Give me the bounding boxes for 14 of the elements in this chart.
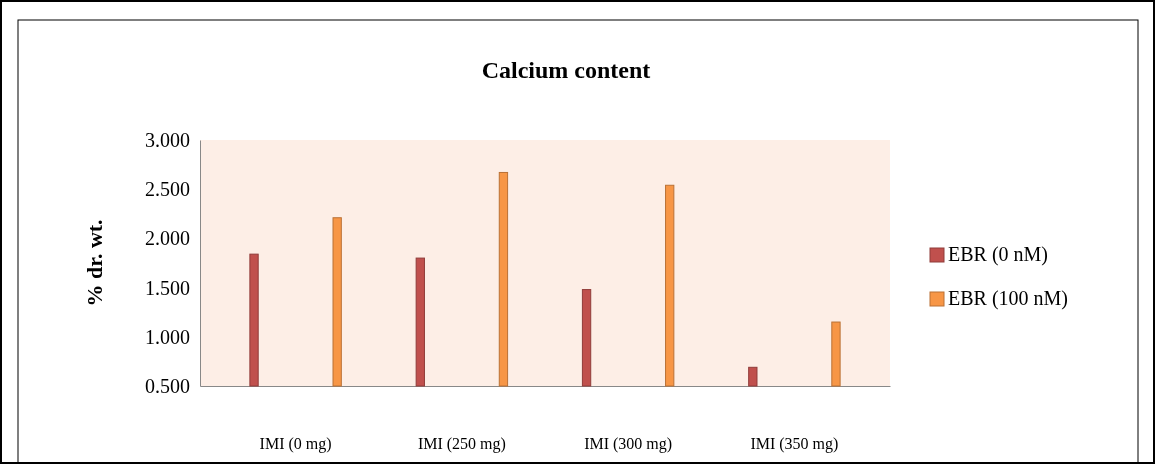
- y-tick-label: 1.500: [145, 276, 190, 299]
- y-tick-label: 1.000: [145, 325, 190, 348]
- chart-title: Calcium content: [481, 57, 651, 83]
- x-tick-label: IMI (250 mg): [417, 435, 506, 454]
- legend-label: EBR (0 nM): [948, 243, 1048, 266]
- y-tick-label: 3.000: [145, 128, 190, 151]
- x-tick-label: IMI (300 mg): [584, 435, 673, 454]
- y-tick-label: 0.500: [145, 374, 190, 397]
- y-tick-label: 2.000: [145, 227, 190, 250]
- x-tick-label: IMI (350 mg): [750, 435, 839, 454]
- y-axis-title: % dr. wt.: [82, 219, 107, 307]
- legend-label: EBR (100 nM): [948, 287, 1068, 310]
- x-tick-label: IMI (0 mg): [259, 435, 332, 454]
- y-tick-label: 2.500: [145, 178, 190, 201]
